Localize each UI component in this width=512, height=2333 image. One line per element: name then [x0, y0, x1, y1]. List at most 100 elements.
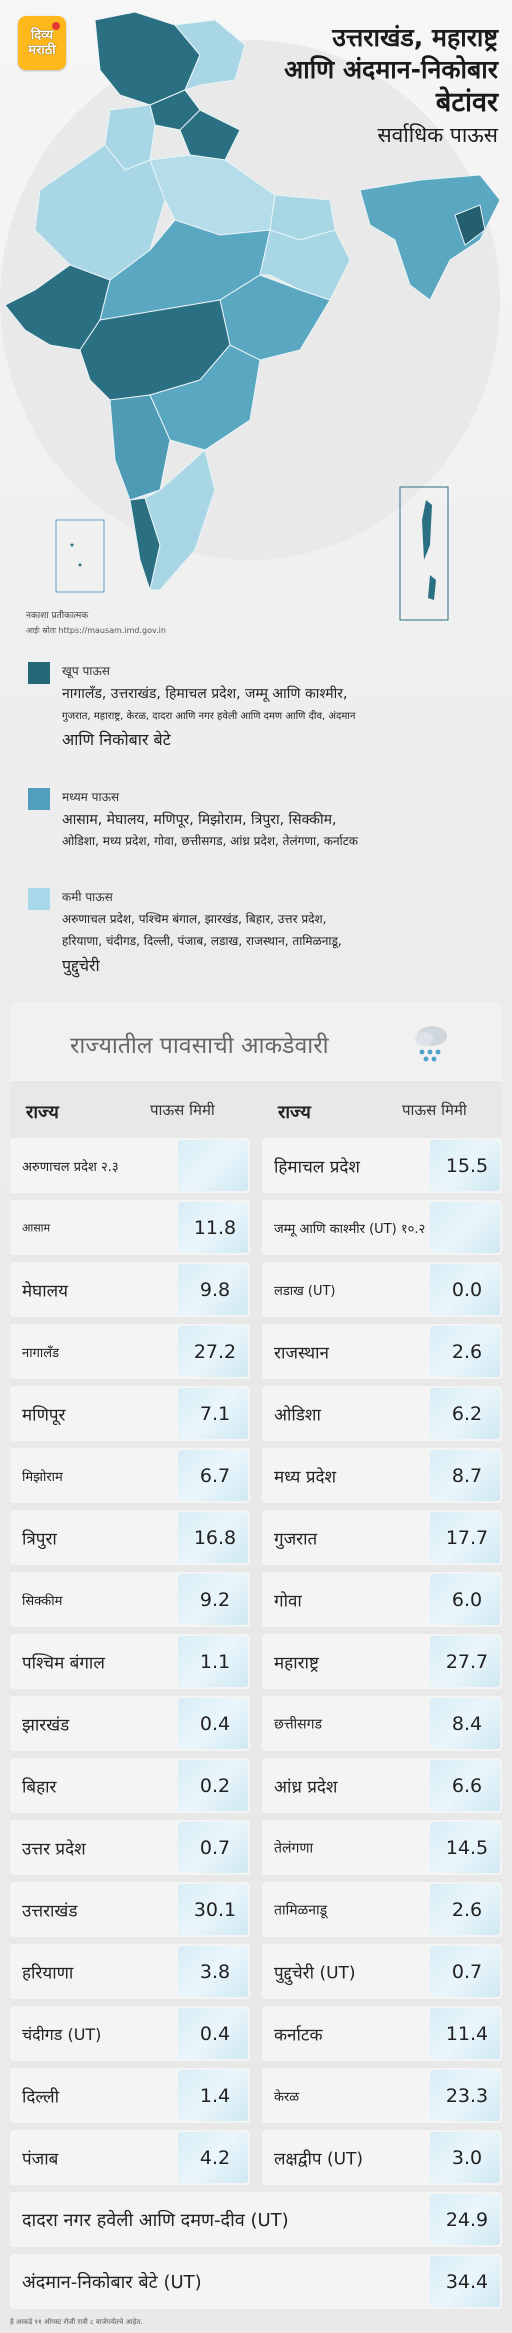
state-name: चंदीगड (UT)	[22, 2024, 102, 2044]
legend-line: नागालँड, उत्तराखंड, हिमाचल प्रदेश, जम्मू…	[62, 686, 348, 702]
legend-swatch-heavy	[28, 662, 50, 684]
col-head-rain-right: पाऊस मिमी	[402, 1101, 467, 1119]
table-row: कर्नाटक 11.4	[262, 2006, 502, 2061]
value-highlight	[178, 1884, 248, 1935]
rainfall-value: 0.4	[199, 1712, 231, 1735]
table-row: आसाम 11.8	[10, 1200, 250, 1255]
legend-swatch-medium	[28, 788, 50, 810]
state-name: आसाम	[22, 1221, 51, 1234]
table-row: महाराष्ट्र 27.7	[262, 1634, 502, 1689]
footnote: हे आकडे ११ ऑगस्ट रोजी रात्री ८ वाजेपर्यं…	[10, 2318, 143, 2326]
map-source: आईः स्रोतः https://mausam.imd.gov.in	[26, 626, 166, 635]
map-region-rajasthan	[34, 144, 166, 281]
state-name: गोवा	[274, 1591, 302, 1611]
table-row: आंध्र प्रदेश 6.6	[262, 1758, 502, 1813]
rain-cloud-icon	[415, 1026, 447, 1062]
rainfall-value: 0.4	[199, 2022, 231, 2045]
table-row: लडाख (UT) 0.0	[262, 1262, 502, 1317]
value-highlight	[430, 1512, 500, 1563]
india-rainfall-map	[0, 11, 501, 621]
legend-line: ओडिशा, मध्य प्रदेश, गोवा, छत्तीसगड, आंध्…	[62, 834, 358, 848]
value-highlight	[430, 1388, 500, 1439]
state-name: तेलंगणा	[274, 1840, 314, 1856]
rainfall-value: 2.6	[451, 1340, 483, 1363]
rainfall-value: 24.9	[445, 2208, 489, 2231]
legend-low: कमी पाऊस अरुणाचल प्रदेश, पश्चिम बंगाल, झ…	[28, 888, 498, 988]
rainfall-value: 8.7	[451, 1464, 483, 1487]
rainfall-value: 8.4	[451, 1712, 483, 1735]
value-highlight	[430, 1574, 500, 1625]
legend-medium: मध्यम पाऊस आसाम, मेघालय, मणिपूर, मिझोराम…	[28, 788, 498, 858]
table-row: राजस्थान 2.6	[262, 1324, 502, 1379]
table-row: सिक्कीम 9.2	[10, 1572, 250, 1627]
legend-line: आसाम, मेघालय, मणिपूर, मिझोराम, त्रिपुरा,…	[62, 812, 337, 828]
value-highlight	[178, 1202, 248, 1253]
rainfall-value: 6.2	[451, 1402, 483, 1425]
state-name: कर्नाटक	[274, 2025, 323, 2045]
table-row: नागालँड 27.2	[10, 1324, 250, 1379]
value-highlight	[430, 2194, 500, 2245]
table-row: तामिळनाडू 2.6	[262, 1882, 502, 1937]
value-highlight	[178, 1636, 248, 1687]
value-highlight	[178, 1388, 248, 1439]
table-row: मेघालय 9.8	[10, 1262, 250, 1317]
rainfall-value: 17.7	[445, 1526, 489, 1549]
value-highlight	[178, 1140, 248, 1191]
state-name: पंजाब	[22, 2149, 59, 2169]
table-row: पंजाब 4.2	[10, 2130, 250, 2185]
table-row: चंदीगड (UT) 0.4	[10, 2006, 250, 2061]
rainfall-value: 4.2	[199, 2146, 231, 2169]
rainfall-value: 27.7	[445, 1650, 489, 1673]
value-highlight	[178, 1450, 248, 1501]
table-row: झारखंड 0.4	[10, 1696, 250, 1751]
legend-line: आणि निकोबार बेटे	[62, 730, 171, 749]
rainfall-value: 7.1	[199, 1402, 231, 1425]
state-name: महाराष्ट्र	[274, 1653, 319, 1673]
value-highlight	[178, 1946, 248, 1997]
title-line1: उत्तराखंड, महाराष्ट्र	[332, 23, 498, 52]
state-name: उत्तर प्रदेश	[22, 1839, 86, 1859]
table-row: उत्तर प्रदेश 0.7	[10, 1820, 250, 1875]
legend-name: मध्यम पाऊस	[62, 790, 120, 804]
value-highlight	[178, 1698, 248, 1749]
state-name: दिल्ली	[22, 2087, 60, 2107]
state-name: मिझोराम	[22, 1469, 63, 1485]
state-name: मणिपूर	[22, 1405, 66, 1425]
rainfall-value: 1.4	[199, 2084, 231, 2107]
table-row: दिल्ली 1.4	[10, 2068, 250, 2123]
state-name: अंदमान-निकोबार बेटे (UT)	[22, 2271, 202, 2293]
rainfall-value: 14.5	[445, 1836, 489, 1859]
map-region-ladakh	[174, 19, 246, 91]
state-name: तामिळनाडू	[274, 1902, 328, 1918]
value-highlight	[178, 2008, 248, 2059]
rainfall-value: 3.8	[199, 1960, 231, 1983]
state-name: अरुणाचल प्रदेश २.३	[22, 1159, 119, 1175]
rainfall-value: 15.5	[445, 1154, 489, 1177]
state-name: छत्तीसगड	[274, 1716, 322, 1732]
table-row: पुद्दुचेरी (UT) 0.7	[262, 1944, 502, 1999]
table-row: ओडिशा 6.2	[262, 1386, 502, 1441]
rainfall-value: 0.2	[199, 1774, 231, 1797]
state-name: उत्तराखंड	[22, 1901, 78, 1921]
value-highlight	[178, 1760, 248, 1811]
map-region-nagaland	[454, 204, 486, 246]
rainfall-value: 6.7	[199, 1464, 231, 1487]
title-line3: बेटांवर	[435, 87, 498, 118]
table-row: हरियाणा 3.8	[10, 1944, 250, 1999]
legend-line: अरुणाचल प्रदेश, पश्चिम बंगाल, झारखंड, बि…	[62, 912, 327, 926]
value-highlight	[430, 1140, 500, 1191]
col-head-rain-left: पाऊस मिमी	[150, 1101, 215, 1119]
legend-swatch-low	[28, 888, 50, 910]
state-name: राजस्थान	[274, 1343, 329, 1363]
legend-line: हरियाणा, चंदीगड, दिल्ली, पंजाब, लडाख, रा…	[62, 934, 342, 948]
value-highlight	[430, 1636, 500, 1687]
legend-name: कमी पाऊस	[62, 890, 113, 904]
table-row: मध्य प्रदेश 8.7	[262, 1448, 502, 1503]
legend-name: खूप पाऊस	[62, 664, 110, 678]
title-subtitle: सर्वाधिक पाऊस	[377, 123, 498, 147]
state-name: झारखंड	[22, 1715, 70, 1735]
rainfall-value: 27.2	[193, 1340, 237, 1363]
table-row: उत्तराखंड 30.1	[10, 1882, 250, 1937]
rainfall-value: 9.8	[199, 1278, 231, 1301]
